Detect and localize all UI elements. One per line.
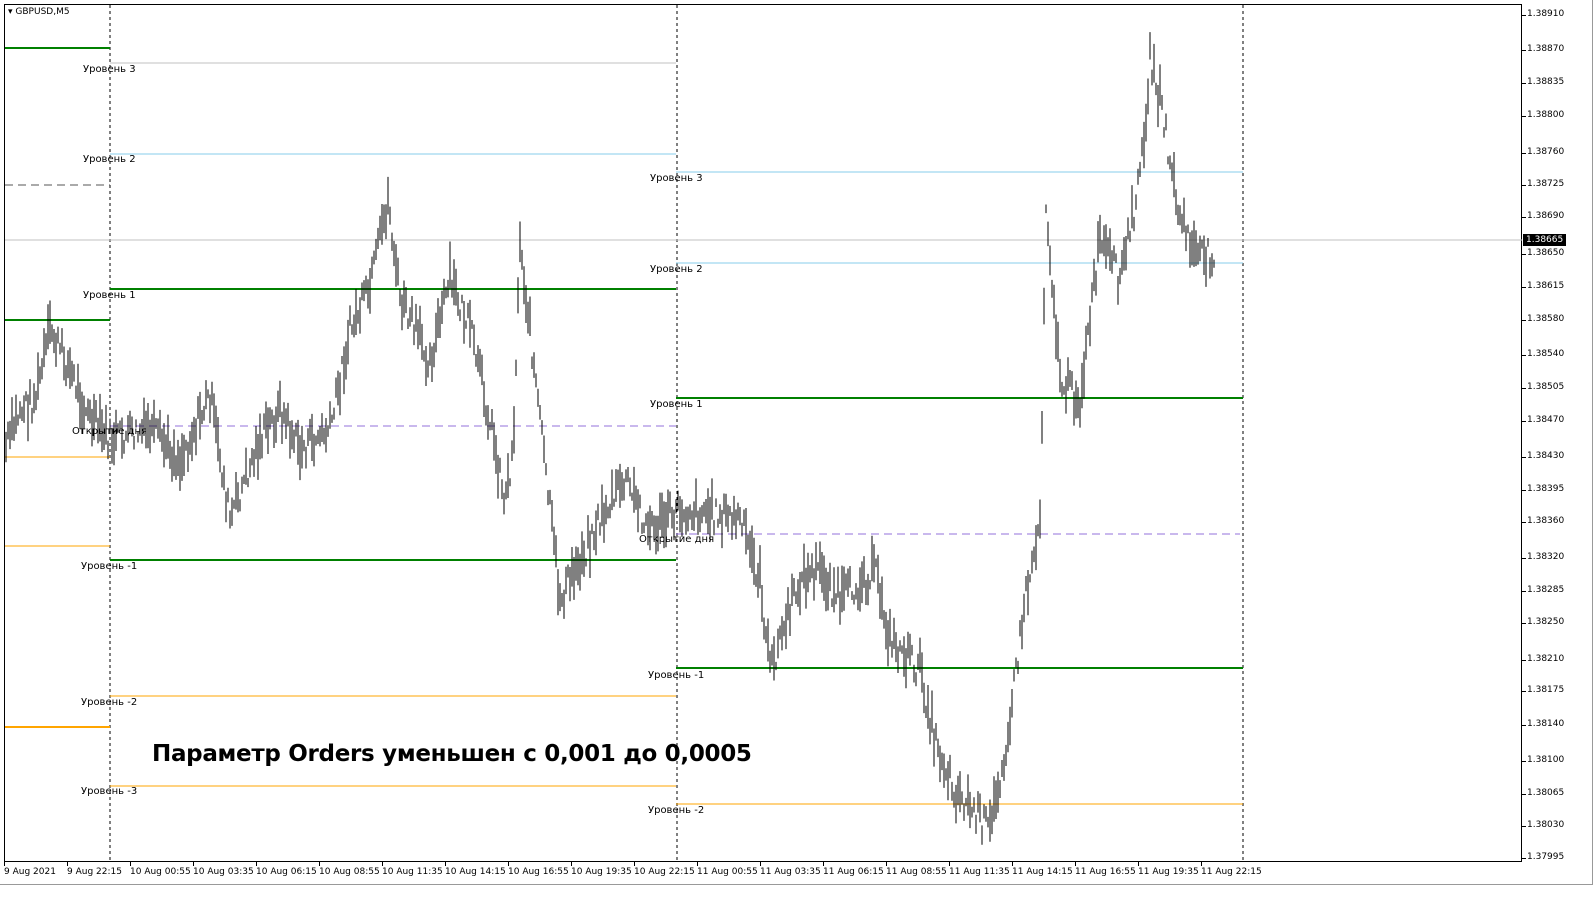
time-tick: 10 Aug 08:55 [319, 862, 380, 877]
current-price-label: 1.38665 [1523, 234, 1567, 246]
price-tick: 1.38030 [1521, 820, 1565, 830]
price-tick: 1.38690 [1521, 211, 1565, 221]
price-tick: 1.38650 [1521, 248, 1565, 258]
level-label: Уровень -2 [648, 805, 705, 816]
price-tick: 1.38100 [1521, 755, 1565, 765]
level-label: Уровень 2 [650, 264, 703, 275]
level-label: Уровень 3 [83, 64, 136, 75]
symbol-text: GBPUSD,M5 [15, 7, 70, 17]
time-tick: 10 Aug 11:35 [382, 862, 443, 877]
price-tick: 1.38870 [1521, 44, 1565, 54]
price-tick: 1.38800 [1521, 110, 1565, 120]
time-tick: 11 Aug 03:35 [760, 862, 821, 877]
price-tick: 1.38835 [1521, 77, 1565, 87]
price-tick: 1.38725 [1521, 179, 1565, 189]
time-tick: 10 Aug 00:55 [130, 862, 191, 877]
price-tick: 1.38910 [1521, 9, 1565, 19]
price-tick: 1.38140 [1521, 719, 1565, 729]
time-tick: 11 Aug 06:15 [823, 862, 884, 877]
dropdown-triangle-icon[interactable]: ▾ [8, 7, 13, 17]
price-tick: 1.37995 [1521, 852, 1565, 862]
level-label: Уровень 1 [83, 290, 136, 301]
price-tick: 1.38285 [1521, 585, 1565, 595]
price-tick: 1.38470 [1521, 415, 1565, 425]
price-tick: 1.38395 [1521, 484, 1565, 494]
chart-area[interactable] [4, 4, 1522, 862]
time-tick: 10 Aug 06:15 [256, 862, 317, 877]
time-tick: 11 Aug 14:15 [1012, 862, 1073, 877]
price-tick: 1.38760 [1521, 147, 1565, 157]
time-tick: 9 Aug 22:15 [67, 862, 122, 877]
level-label: Уровень 3 [650, 173, 703, 184]
price-tick: 1.38580 [1521, 314, 1565, 324]
level-label: Уровень -1 [81, 561, 138, 572]
price-tick: 1.38065 [1521, 788, 1565, 798]
price-tick: 1.38360 [1521, 516, 1565, 526]
time-tick: 11 Aug 08:55 [886, 862, 947, 877]
price-tick: 1.38505 [1521, 382, 1565, 392]
symbol-label[interactable]: ▾ GBPUSD,M5 [8, 7, 70, 17]
time-tick: 10 Aug 14:15 [445, 862, 506, 877]
time-tick: 10 Aug 16:55 [508, 862, 569, 877]
price-tick: 1.38615 [1521, 281, 1565, 291]
level-label: Уровень 1 [650, 399, 703, 410]
time-tick: 11 Aug 11:35 [949, 862, 1010, 877]
price-tick: 1.38430 [1521, 451, 1565, 461]
time-tick: 10 Aug 19:35 [571, 862, 632, 877]
time-tick: 11 Aug 00:55 [697, 862, 758, 877]
time-tick: 10 Aug 22:15 [634, 862, 695, 877]
time-tick: 11 Aug 16:55 [1075, 862, 1136, 877]
price-tick: 1.38540 [1521, 349, 1565, 359]
level-label: Уровень -2 [81, 697, 138, 708]
day-open-label: Открытие дня [72, 426, 148, 437]
time-tick: 11 Aug 19:35 [1138, 862, 1199, 877]
day-open-label: Открытие дня [639, 534, 715, 545]
level-label: Уровень -1 [648, 670, 705, 681]
price-tick: 1.38320 [1521, 552, 1565, 562]
time-tick: 9 Aug 2021 [4, 862, 56, 877]
time-tick: 10 Aug 03:35 [193, 862, 254, 877]
level-label: Уровень 2 [83, 154, 136, 165]
annotation-text: Параметр Orders уменьшен с 0,001 до 0,00… [152, 741, 752, 767]
time-tick: 11 Aug 22:15 [1201, 862, 1262, 877]
price-tick: 1.38210 [1521, 654, 1565, 664]
level-label: Уровень -3 [81, 786, 138, 797]
price-tick: 1.38250 [1521, 617, 1565, 627]
price-tick: 1.38175 [1521, 685, 1565, 695]
